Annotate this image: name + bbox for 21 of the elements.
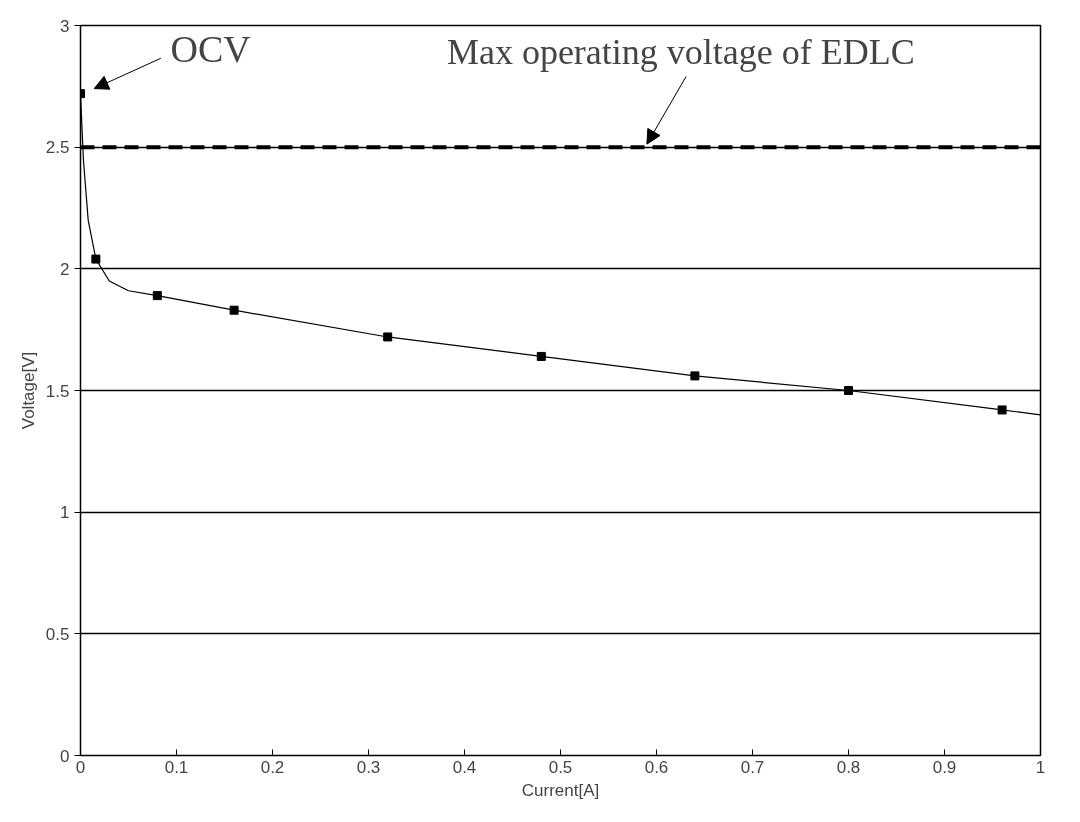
y-tick-label: 1.5 — [45, 381, 70, 401]
y-tick-label: 2 — [60, 259, 70, 279]
x-tick-label: 0.9 — [932, 757, 957, 777]
annotation: Max operating voltage of EDLC — [446, 32, 915, 73]
x-tick-label: 0.8 — [836, 757, 861, 777]
annotation: OCV — [170, 27, 252, 70]
x-tick-label: 0.7 — [740, 757, 765, 777]
x-tick-label: 1 — [1035, 757, 1046, 777]
x-tick-label: 0.5 — [548, 757, 573, 777]
x-tick-label: 0.3 — [356, 757, 381, 777]
y-tick-label: 0.5 — [45, 624, 70, 644]
x-tick-label: 0.6 — [644, 757, 669, 777]
x-tick-label: 0.2 — [260, 757, 285, 777]
x-tick-label: 0 — [75, 757, 86, 777]
y-tick-label: 2.5 — [45, 138, 70, 158]
x-tick-label: 0.1 — [164, 757, 189, 777]
x-axis-title: Current[A] — [521, 780, 600, 800]
y-tick-label: 3 — [60, 16, 70, 36]
x-tick-label: 0.4 — [452, 757, 477, 777]
y-tick-label: 1 — [60, 503, 70, 523]
y-axis-title: Voltage[V] — [18, 351, 38, 430]
